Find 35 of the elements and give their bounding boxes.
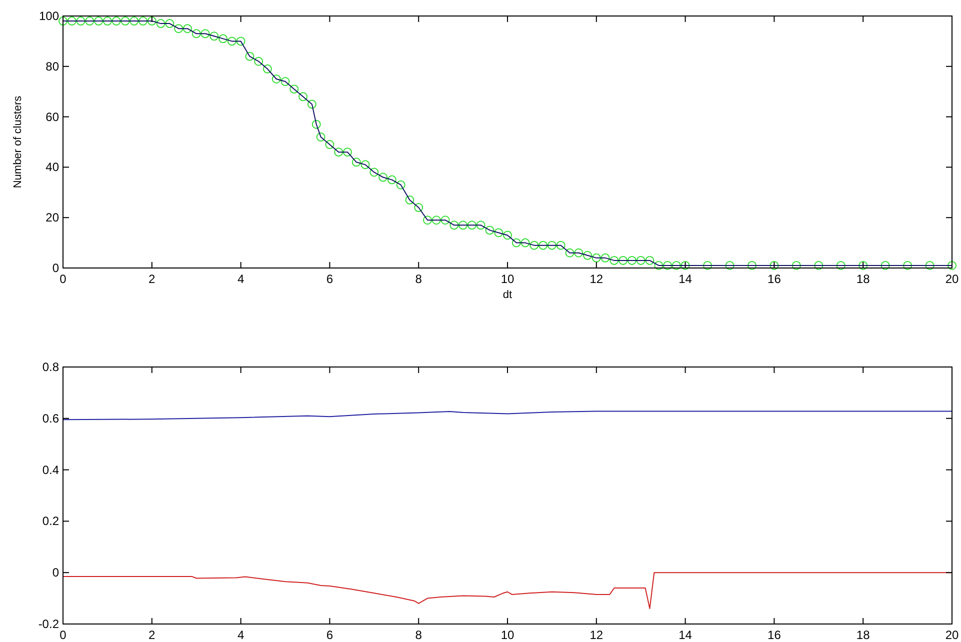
x-tick-label: 16 [768, 628, 782, 642]
x-tick-label: 8 [415, 272, 422, 286]
y-tick-label: 0.8 [42, 360, 60, 374]
y-tick-label: 60 [46, 110, 60, 124]
x-tick-label: 12 [590, 628, 604, 642]
y-tick-label: 0.6 [42, 411, 60, 426]
x-tick-label: 8 [415, 628, 422, 642]
x-tick-label: 18 [856, 628, 870, 642]
x-tick-label: 6 [326, 628, 334, 642]
x-tick-label: 12 [590, 272, 604, 286]
x-tick-label: 2 [148, 628, 156, 642]
x-axis-title: dt [502, 289, 512, 301]
x-tick-label: 6 [326, 272, 334, 286]
y-tick-label: 100 [38, 9, 60, 23]
x-tick-label: 10 [500, 628, 514, 642]
x-tick-label: 20 [945, 272, 959, 286]
x-tick-label: 16 [768, 272, 782, 286]
x-tick-label: 14 [678, 628, 692, 642]
y-tick-label: 0.4 [42, 462, 60, 477]
x-tick-label: 4 [237, 272, 244, 286]
y-tick-label: 40 [46, 160, 60, 174]
x-tick-label: 20 [945, 628, 959, 642]
y-tick-label: 80 [46, 59, 60, 74]
x-tick-label: 18 [856, 272, 870, 286]
y-tick-label: -0.2 [38, 617, 60, 631]
x-tick-label: 14 [678, 272, 692, 286]
y-tick-label: 0 [52, 261, 60, 275]
line-series [62, 410, 952, 420]
x-tick-label: 2 [148, 272, 156, 286]
y-tick-label: 0 [52, 566, 60, 580]
x-tick-label: 10 [500, 272, 514, 286]
y-axis-title: Number of clusters [12, 95, 24, 188]
y-tick-label: 20 [46, 210, 60, 225]
y-tick-label: 0.2 [42, 514, 60, 528]
x-tick-label: 4 [237, 628, 244, 642]
